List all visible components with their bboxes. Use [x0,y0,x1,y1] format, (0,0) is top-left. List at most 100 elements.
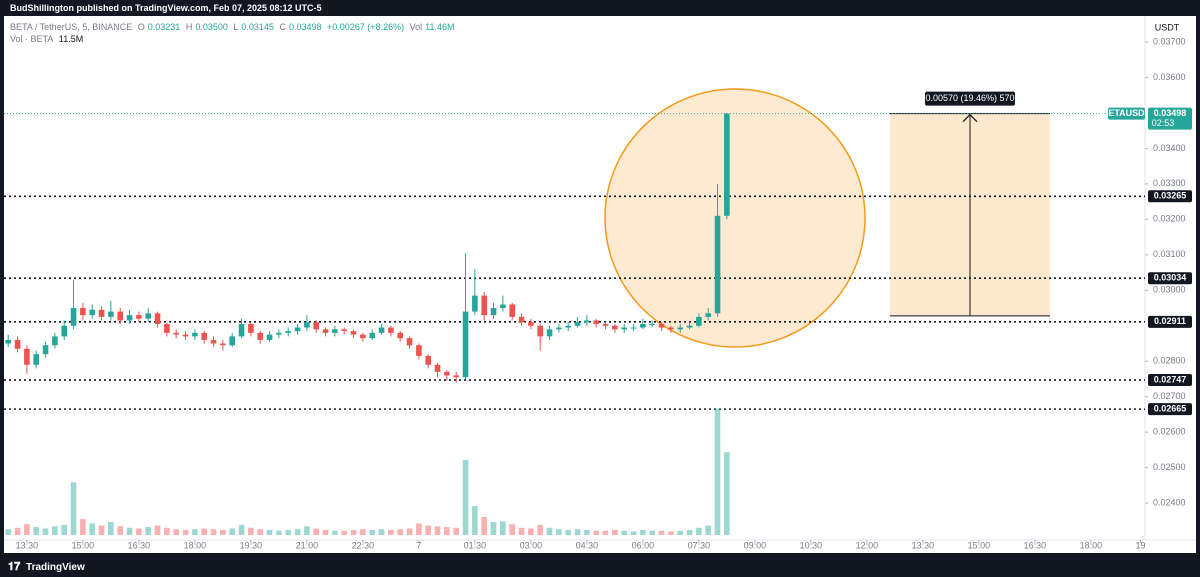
candle-body [80,308,86,316]
volume-bar [705,525,712,535]
candle-body [145,313,152,319]
y-tick-label: 0.03100 [1153,249,1186,259]
brand-name: TradingView [26,562,85,573]
ohlc-label: O [137,22,145,32]
candle-body [24,348,30,365]
x-tick-label: 07:30 [688,540,711,550]
volume-bar [154,525,161,535]
candle-body [285,331,292,333]
candle-body [388,327,394,333]
volume-bar [80,519,86,535]
volume-bar [602,530,609,535]
measure-label-bg [925,91,1015,106]
candle-body [238,323,245,337]
level-label: 0.02911 [1154,316,1186,326]
volume-bar [229,528,236,535]
candle-body [14,339,21,349]
volume-bar [546,527,553,535]
candle-body [434,364,441,372]
volume-bar [285,529,292,535]
volume-bar [322,529,329,535]
volume-bar [257,529,264,535]
candle-body [294,327,301,332]
candle-body [630,327,637,329]
volume-bar [584,529,590,535]
highlight-circle [604,88,866,348]
volume-bar [145,527,152,535]
candle-body [360,334,366,339]
x-tick-label: 18:00 [1080,540,1103,550]
volume-bar [89,523,96,535]
ohlc-value: 0.03231 [147,22,181,32]
volume-bar [425,525,432,535]
volume-bar [210,529,217,535]
candle-body [621,327,628,330]
volume-bar [500,521,506,535]
y-tick-label: 0.02500 [1153,462,1186,472]
volume-bar [630,531,637,535]
volume-bar [612,529,618,535]
candle-body [481,295,488,316]
candle-body [602,323,609,326]
volume-bar [481,516,488,535]
currency-label: USDT [1155,22,1180,32]
volume-bar [686,529,693,535]
volume-bar [668,531,674,535]
symbol-tag [1108,107,1145,120]
candle-body [416,345,422,356]
y-tick-label: 0.03700 [1153,36,1186,46]
volume-bar [724,452,730,535]
candle-body [369,332,376,339]
volume-bar [276,530,282,535]
volume-bar [621,530,628,535]
candle-body [332,329,338,333]
candle-body [546,329,553,337]
y-tick-label: 0.03200 [1153,214,1186,224]
volume-bar [313,528,320,535]
candle-body [182,334,189,337]
ohlc-label: L [233,22,239,32]
volume-bar [649,530,656,535]
x-tick-label: 19 [1136,540,1146,550]
ohlc-value: 0.03145 [241,22,274,32]
x-tick-label: 01:30 [464,540,487,550]
volume-bar [528,528,534,535]
x-tick-label: 22:30 [352,540,375,550]
candle-body [248,323,254,333]
volume-bar [565,529,572,535]
ohlc-value: 0.03498 [288,22,322,32]
volume-bar [714,408,721,535]
candle-body [257,332,264,340]
legend-row: BETA / TetherUS, 5, BINANCE O 0.03231 H 0.… [10,22,457,32]
x-tick-label: 12:00 [856,540,879,550]
y-tick-label: 0.02700 [1153,391,1186,401]
candle-body [518,316,525,323]
volume-bar [574,529,581,535]
volume-bar [537,524,544,535]
x-tick-label: 06:00 [632,540,655,550]
volume-bar [126,527,133,535]
candle-body [98,309,105,317]
vol-label: Vol [409,22,423,32]
candle-body [490,308,497,316]
x-tick-label: 13:30 [912,540,935,550]
candle-body [42,345,49,355]
candle-body [173,332,180,335]
candle-body [453,375,460,378]
candle-body [724,113,730,216]
candle-body [528,322,534,326]
volume-bar [453,527,460,535]
candle-body [201,332,208,340]
volume-bar [696,527,702,535]
x-tick-label: 15:00 [72,540,95,550]
volume-bar [5,529,12,535]
candle-body [574,322,581,326]
volume-bar [369,529,376,535]
candle-body [472,295,478,312]
level-tag [1148,403,1192,416]
x-tick-label: 7 [416,540,421,550]
volume-bar [434,526,441,535]
level-tag [1148,190,1192,203]
candle-body [714,215,721,314]
volume-bar [192,529,198,535]
